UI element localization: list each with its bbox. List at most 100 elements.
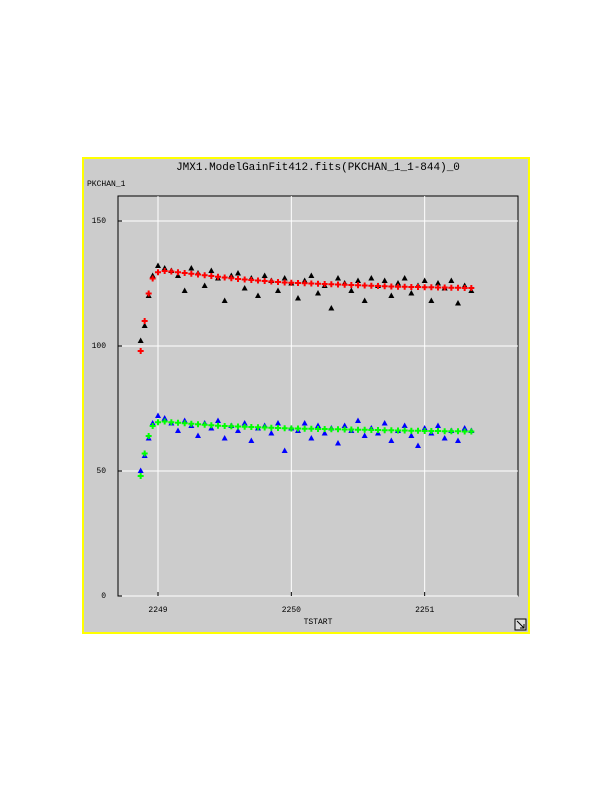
data-point <box>221 297 228 303</box>
fit-point <box>335 426 341 433</box>
fit-point <box>137 348 144 354</box>
y-axis-label: PKCHAN_1 <box>87 180 126 189</box>
fit-point <box>375 427 381 433</box>
data-point <box>395 280 401 286</box>
data-point <box>441 435 448 441</box>
fit-point <box>281 279 288 286</box>
data-point <box>275 420 281 426</box>
data-point <box>155 412 161 418</box>
fit-point <box>275 425 281 431</box>
fit-point <box>181 420 188 427</box>
x-tick-label: 2250 <box>282 606 301 615</box>
data-point <box>281 447 288 453</box>
fit-point <box>248 277 255 283</box>
data-point <box>149 272 156 278</box>
fit-point <box>308 425 315 432</box>
data-point <box>408 432 415 438</box>
data-point <box>428 297 435 303</box>
fit-point <box>215 422 221 429</box>
data-point <box>201 282 208 288</box>
data-point <box>281 275 288 281</box>
fit-point <box>428 428 435 434</box>
fit-point <box>137 473 144 479</box>
fit-point <box>315 426 321 432</box>
y-tick-label: 100 <box>92 342 107 351</box>
fit-point <box>145 290 152 297</box>
chart-title: JMX1.ModelGainFit412.fits(PKCHAN_1_1-844… <box>176 162 460 174</box>
data-point <box>155 262 161 268</box>
fit-point <box>395 427 401 434</box>
fit-point <box>395 283 401 290</box>
fit-point <box>255 424 261 431</box>
data-point <box>408 290 415 296</box>
data-point <box>315 422 321 428</box>
data-point <box>308 435 315 441</box>
fit-point <box>455 428 461 435</box>
fit-point <box>355 426 361 433</box>
fit-point <box>441 428 448 435</box>
data-point <box>421 277 428 283</box>
fit-point <box>448 428 455 435</box>
fit-point <box>241 276 248 283</box>
fit-point <box>161 268 168 274</box>
fit-point <box>288 425 295 432</box>
y-tick-label: 50 <box>96 467 106 476</box>
fit-point <box>201 421 208 428</box>
data-point <box>435 280 441 286</box>
data-point <box>421 425 428 431</box>
fit-point <box>301 425 308 432</box>
data-point <box>388 292 395 298</box>
data-point <box>401 275 408 281</box>
panel <box>82 157 530 634</box>
data-point <box>335 275 341 281</box>
data-point <box>221 435 228 441</box>
fit-point <box>195 271 201 278</box>
data-point <box>341 422 348 428</box>
fit-point <box>208 422 215 429</box>
fit-point <box>188 420 195 427</box>
fit-point <box>155 419 161 426</box>
x-axis-label: TSTART <box>304 618 333 627</box>
fit-point <box>301 280 308 287</box>
resize-icon[interactable] <box>514 618 527 631</box>
fit-point <box>388 283 395 290</box>
resize-arrow[interactable] <box>516 620 525 629</box>
fit-point <box>208 273 215 279</box>
fit-point <box>355 282 361 289</box>
fit-point <box>328 426 335 433</box>
fit-point <box>368 427 375 433</box>
data-point <box>461 425 468 431</box>
x-tick-label: 2249 <box>148 606 167 615</box>
fit-point <box>221 274 228 281</box>
fit-point <box>408 284 415 290</box>
data-point <box>149 420 156 426</box>
data-point <box>328 305 335 311</box>
fit-point <box>221 423 228 429</box>
fit-point <box>335 281 341 288</box>
fit-point <box>241 423 248 430</box>
fit-point <box>261 278 268 284</box>
fit-point <box>255 277 261 284</box>
data-point <box>455 300 461 306</box>
fit-point <box>321 426 328 432</box>
fit-point <box>235 423 241 430</box>
fit-point <box>175 419 181 426</box>
data-point <box>321 430 328 436</box>
fit-point <box>461 285 468 291</box>
fit-point <box>248 424 255 430</box>
fit-point <box>401 283 408 290</box>
data-point <box>455 437 461 443</box>
data-point <box>161 265 168 271</box>
fit-point <box>228 275 235 282</box>
fit-point <box>321 281 328 287</box>
fit-point <box>315 280 321 287</box>
fit-point <box>261 424 268 431</box>
fit-point <box>295 280 301 286</box>
data-point <box>268 430 275 436</box>
fit-point <box>421 428 428 434</box>
data-point <box>295 295 301 301</box>
fit-point <box>381 427 388 434</box>
fit-point <box>181 270 188 276</box>
data-point <box>335 440 341 446</box>
